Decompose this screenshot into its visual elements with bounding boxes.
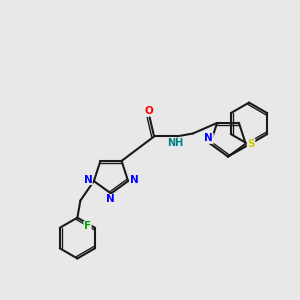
- Text: N: N: [204, 133, 213, 143]
- Text: NH: NH: [167, 138, 183, 148]
- Text: N: N: [106, 194, 115, 205]
- Text: S: S: [247, 139, 255, 149]
- Text: N: N: [83, 175, 92, 184]
- Text: O: O: [145, 106, 153, 116]
- Text: F: F: [84, 221, 91, 231]
- Text: N: N: [130, 176, 139, 185]
